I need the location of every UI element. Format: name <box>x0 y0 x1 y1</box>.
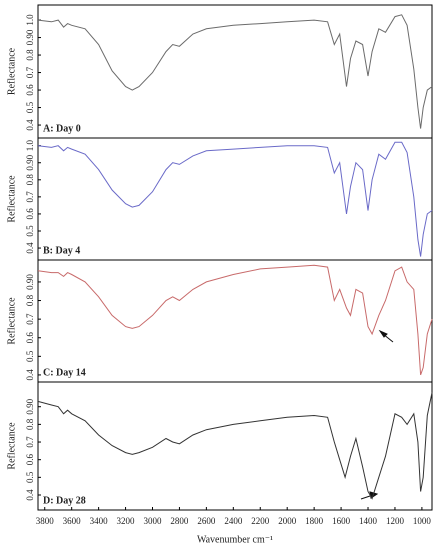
y-tick-label: 0.6 <box>25 454 35 466</box>
y-axis-label: Reflectance <box>6 422 17 470</box>
y-tick-label: 1.0 <box>25 140 35 152</box>
y-tick-label: 0.90 <box>25 274 35 290</box>
y-tick-label: 0.90 <box>25 398 35 414</box>
y-tick-label: 1.0 <box>25 14 35 26</box>
y-tick-label: 0.6 <box>25 332 35 344</box>
x-tick-label: 1800 <box>305 516 324 526</box>
x-tick-label: 3800 <box>36 516 55 526</box>
spectrum-line <box>37 392 433 500</box>
y-tick-label: 0.8 <box>25 294 35 306</box>
y-tick-label: 0.4 <box>25 119 35 131</box>
panel-frame <box>37 381 433 511</box>
y-tick-label: 0.6 <box>25 84 35 96</box>
spectrum-line <box>37 14 433 129</box>
x-tick-label: 2000 <box>278 516 297 526</box>
x-tick-label: 2800 <box>170 516 189 526</box>
y-tick-label: 0.7 <box>25 66 35 78</box>
x-tick-label: 2600 <box>197 516 216 526</box>
y-tick-label: 0.4 <box>25 489 35 501</box>
panel-label: B: Day 4 <box>43 245 80 256</box>
y-tick-label: 0.6 <box>25 208 35 220</box>
x-tick-label: 1000 <box>413 516 432 526</box>
panel-label: A: Day 0 <box>43 123 81 134</box>
y-tick-label: 0.5 <box>25 350 35 362</box>
x-tick-label: 3400 <box>90 516 109 526</box>
y-tick-label: 0.7 <box>25 191 35 203</box>
x-tick-label: 3600 <box>63 516 82 526</box>
y-tick-label: 0.90 <box>25 29 35 45</box>
spectrum-line <box>37 141 433 257</box>
y-tick-label: 0.90 <box>25 154 35 170</box>
panel-label: C: Day 14 <box>43 367 86 378</box>
x-tick-label: 2400 <box>224 516 243 526</box>
y-tick-label: 0.5 <box>25 471 35 483</box>
y-axis-label: Reflectance <box>6 47 17 95</box>
y-axis-label: Reflectance <box>6 175 17 223</box>
y-axis-label: Reflectance <box>6 297 17 345</box>
spectrum-line <box>37 264 433 376</box>
x-tick-label: 1400 <box>359 516 378 526</box>
y-tick-label: 0.8 <box>25 49 35 61</box>
y-tick-label: 0.7 <box>25 436 35 448</box>
panel-label: D: Day 28 <box>43 495 86 506</box>
x-axis-label: Wavenumber cm⁻¹ <box>197 534 273 545</box>
y-tick-label: 0.5 <box>25 225 35 237</box>
y-tick-label: 0.8 <box>25 174 35 186</box>
y-tick-label: 0.4 <box>25 242 35 254</box>
x-tick-label: 2200 <box>251 516 270 526</box>
y-tick-label: 0.7 <box>25 313 35 325</box>
panel-frame <box>37 137 433 261</box>
y-tick-label: 0.5 <box>25 101 35 113</box>
arrow <box>378 329 394 343</box>
y-tick-label: 0.4 <box>25 369 35 381</box>
x-tick-label: 3200 <box>117 516 136 526</box>
x-tick-label: 1200 <box>386 516 405 526</box>
y-tick-label: 0.8 <box>25 418 35 430</box>
x-tick-label: 3000 <box>143 516 162 526</box>
x-tick-label: 1600 <box>332 516 351 526</box>
panel-frame <box>37 259 433 383</box>
